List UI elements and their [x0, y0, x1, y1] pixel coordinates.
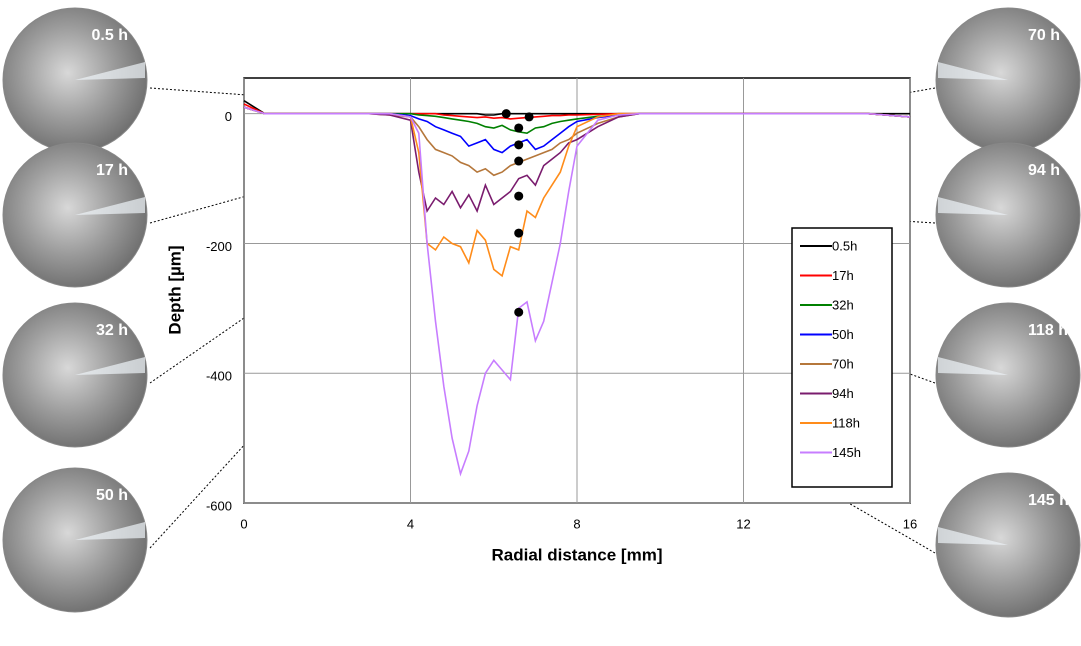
photo-label: 118 h [1028, 322, 1068, 339]
legend-label: 32h [832, 297, 854, 312]
y-axis-title: Depth [µm] [165, 245, 184, 334]
marker [514, 140, 524, 150]
y-tick-label: -400 [206, 369, 232, 384]
legend-label: 17h [832, 268, 854, 283]
photo-label: 145 h [1028, 492, 1069, 509]
y-tick-label: 0 [225, 109, 232, 124]
legend-label: 118h [832, 415, 860, 430]
markers [501, 109, 534, 317]
photo-glint [938, 62, 1008, 80]
legend-label: 145h [832, 445, 861, 460]
x-tick-label: 0 [240, 516, 247, 531]
legend-box [791, 227, 893, 488]
marker [501, 109, 511, 119]
y-tick-label: -600 [206, 498, 232, 513]
photo-label: 0.5 h [92, 27, 128, 44]
legend-label: 70h [832, 356, 854, 371]
x-tick-label: 4 [407, 516, 414, 531]
marker [514, 123, 524, 133]
photo-glint [938, 527, 1008, 545]
marker [524, 112, 534, 122]
photo-label: 50 h [96, 487, 128, 504]
photo-label: 17 h [96, 162, 128, 179]
photo-glint [75, 197, 145, 215]
series-line [243, 106, 911, 477]
marker [514, 156, 524, 166]
photo-glint [75, 522, 145, 540]
marker [514, 191, 524, 201]
photo-glint [938, 197, 1008, 215]
legend: 0.5h 17h 32h 50h 70h 94h 118h 145h [800, 238, 861, 460]
legend-label: 94h [832, 386, 854, 401]
x-tick-label: 12 [736, 516, 750, 531]
y-tick-label: -200 [206, 239, 232, 254]
photos: 0.5 h 17 h 32 h 50 h 70 h 94 h 118 h 145 h [2, 7, 1081, 618]
x-tick-label: 8 [573, 516, 580, 531]
legend-label: 50h [832, 327, 854, 342]
photo-glint [75, 357, 145, 375]
photo-glint [75, 62, 145, 80]
marker [514, 307, 524, 317]
photo-label: 32 h [96, 322, 128, 339]
marker [514, 228, 524, 238]
photo-glint [938, 357, 1008, 375]
photo-label: 94 h [1028, 162, 1060, 179]
photo-label: 70 h [1028, 27, 1060, 44]
x-axis-title: Radial distance [mm] [492, 545, 663, 564]
x-tick-label: 16 [903, 516, 917, 531]
legend-label: 0.5h [832, 238, 857, 253]
